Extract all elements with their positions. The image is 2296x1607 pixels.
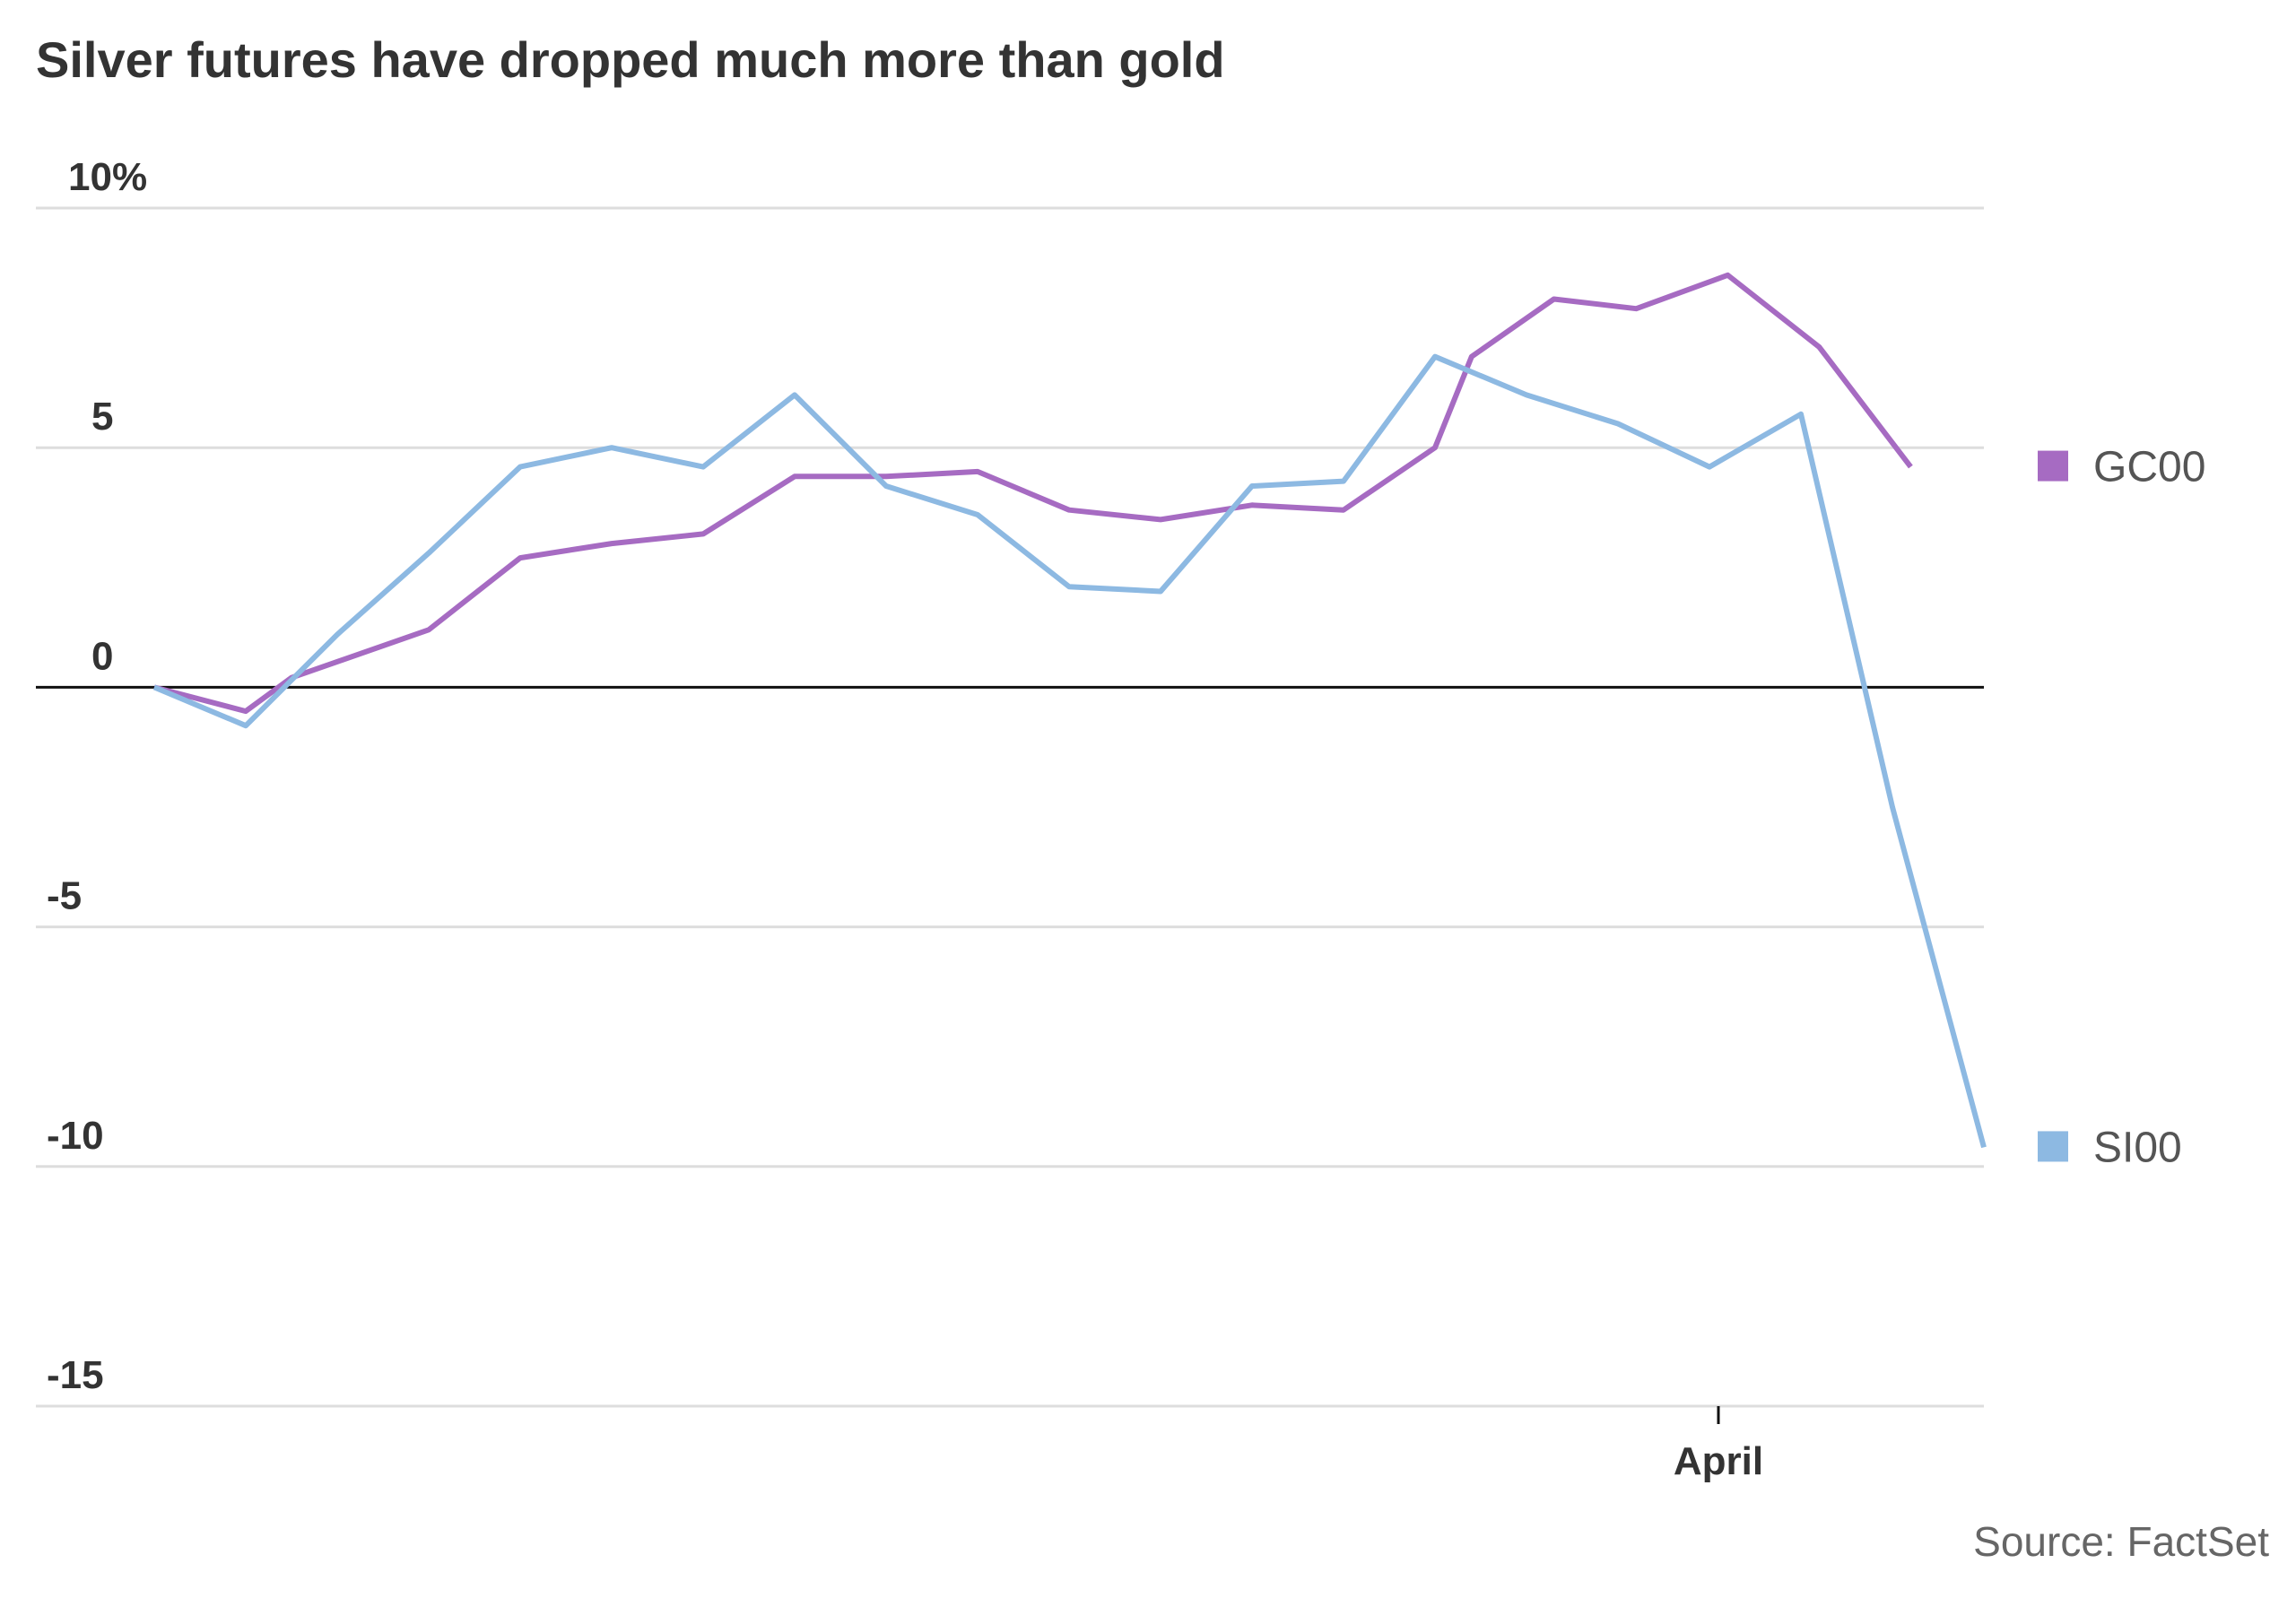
- legend-label-si00: SI00: [2093, 1124, 2182, 1171]
- series-lines: [152, 272, 1987, 1149]
- legend-swatch-si00: [2038, 1131, 2068, 1162]
- legend-label-gc00: GC00: [2093, 444, 2205, 491]
- source-note: Source: FactSet: [1973, 1518, 2269, 1565]
- y-tick-label: 0: [91, 634, 113, 678]
- gridlines: [36, 206, 1984, 1408]
- chart-title: Silver futures have dropped much more th…: [36, 31, 1225, 88]
- series-line-si00: [152, 353, 1987, 1149]
- y-axis-tick-labels: 10% 5 0 -5 -10 -15: [47, 155, 147, 1397]
- series-line-gc00: [153, 272, 1913, 715]
- x-tick-label: April: [1674, 1439, 1763, 1483]
- legend: GC00 SI00: [2038, 444, 2205, 1171]
- y-tick-label: 10%: [68, 155, 147, 199]
- legend-swatch-gc00: [2038, 450, 2068, 482]
- x-axis-ticks: April: [1674, 1406, 1763, 1483]
- y-tick-label: -5: [47, 874, 82, 918]
- y-tick-label: 5: [91, 395, 113, 439]
- y-tick-label: -15: [47, 1353, 104, 1397]
- y-tick-label: -10: [47, 1114, 104, 1158]
